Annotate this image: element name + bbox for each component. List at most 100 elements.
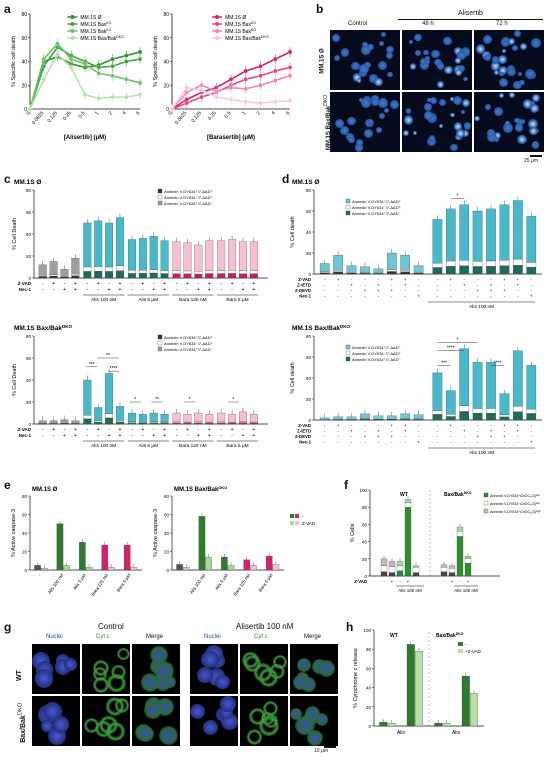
nucleus <box>379 112 386 119</box>
panel-a-label: a <box>4 2 11 16</box>
y-tick-label: 0 <box>364 574 367 579</box>
sign-label: + <box>390 434 393 439</box>
nucleus <box>385 51 393 59</box>
sign-label: - <box>418 429 420 434</box>
bar-segment <box>172 273 181 279</box>
data-point <box>273 99 278 105</box>
sign-label: + <box>490 283 493 288</box>
nucleus <box>455 128 465 138</box>
sign-label: + <box>530 440 533 445</box>
bar <box>265 556 273 571</box>
legend-label: MM.1S Bax/BakDKO <box>225 35 269 42</box>
bar <box>205 556 212 571</box>
sign-label: - <box>53 433 55 439</box>
legend-swatch-dark <box>290 514 294 518</box>
sign-label: - <box>450 294 452 299</box>
nucleus <box>531 94 540 103</box>
bar-segment <box>499 414 510 417</box>
nucleus <box>452 95 462 105</box>
nucleus <box>425 56 430 61</box>
x-tick-label: 4 <box>121 110 128 116</box>
legend-label: MM.1S BakKO <box>80 28 111 35</box>
y-axis-label: % Cell death <box>290 216 296 247</box>
sign-label: - <box>42 433 44 439</box>
nucleus <box>423 102 433 112</box>
y-tick-label: 60 <box>22 513 28 518</box>
y-tick-label: 60 <box>306 209 312 214</box>
sign-label: - <box>324 440 326 445</box>
row-label: Z-DEVD <box>295 288 311 293</box>
sign-label: - <box>64 427 66 433</box>
sign-label: - <box>378 440 380 445</box>
bar-segment <box>513 259 523 266</box>
bar-segment <box>49 274 58 277</box>
sign-label: - <box>324 277 326 282</box>
group-label: Alis 100 nM <box>469 450 494 456</box>
sign-label: - <box>437 288 439 293</box>
y-tick-label: 0 <box>24 568 27 573</box>
legend-label: Annexin V-DY634⁺/7-AAD⁺ <box>352 199 401 204</box>
bar <box>85 567 93 571</box>
sign-label: + <box>231 427 234 433</box>
nucleus <box>361 98 371 108</box>
data-point <box>258 73 263 79</box>
bar-segment <box>526 216 537 263</box>
sign-label: - <box>131 427 133 433</box>
bar-segment <box>38 420 47 424</box>
nucleus <box>530 100 536 106</box>
sign-label: - <box>418 434 420 439</box>
bar-segment <box>445 208 456 262</box>
bar-segment <box>448 565 456 569</box>
y-axis-label: % Active caspase-3 <box>11 509 17 557</box>
nucleus <box>458 64 466 72</box>
sign-label: - <box>324 423 326 428</box>
bar <box>470 693 478 727</box>
legend-swatch <box>345 344 351 350</box>
y-axis-label: % Cells <box>350 523 356 542</box>
sign-label: + <box>476 288 479 293</box>
sign-label: + <box>74 281 77 287</box>
bar-segment <box>105 222 114 268</box>
nucleus <box>444 65 453 75</box>
sign-label: - <box>324 434 326 439</box>
bar-segment <box>380 558 388 566</box>
nucleus <box>356 138 364 146</box>
data-point <box>228 97 234 102</box>
sign-label: + <box>476 434 479 439</box>
bar-segment <box>360 272 370 275</box>
y-tick-label: 20 <box>366 705 372 710</box>
data-point <box>243 86 249 92</box>
sign-label: - <box>64 281 66 287</box>
group-label: Alis 100 nM <box>91 443 116 449</box>
bar-segment <box>194 412 203 422</box>
bar-segment <box>346 272 357 275</box>
bar-segment <box>400 270 411 272</box>
bar <box>63 565 70 571</box>
y-tick-label: 20 <box>163 83 169 89</box>
data-point <box>258 100 263 106</box>
y-tick-label: 40 <box>164 531 170 536</box>
bar-segment <box>445 416 456 421</box>
col-48h: 48 h <box>422 21 434 27</box>
sign-label: - <box>437 277 439 282</box>
scale-bar-b: 25 μm <box>524 158 538 164</box>
x-tick-label: 1 <box>94 110 101 116</box>
section-alisertib: Alisertib 100 nM <box>236 622 294 631</box>
nucleus <box>378 98 388 108</box>
legend-marker <box>215 22 220 26</box>
legend-label: Annexin V-DY634⁺/7-AAD⁺ <box>352 345 401 350</box>
bar-segment <box>94 420 103 423</box>
legend-label: MM.1S Ø <box>225 15 246 21</box>
nucleus <box>533 142 539 149</box>
sign-label: - <box>364 440 366 445</box>
sign-label: + <box>407 579 410 584</box>
bar-segment <box>396 570 404 577</box>
sign-label: - <box>463 434 465 439</box>
nucleus <box>461 130 469 138</box>
sign-label: - <box>142 433 144 439</box>
y-tick-label: 0 <box>308 272 311 277</box>
cell <box>317 659 335 677</box>
bar-segment <box>486 408 496 414</box>
panel-d-label: d <box>282 172 290 186</box>
